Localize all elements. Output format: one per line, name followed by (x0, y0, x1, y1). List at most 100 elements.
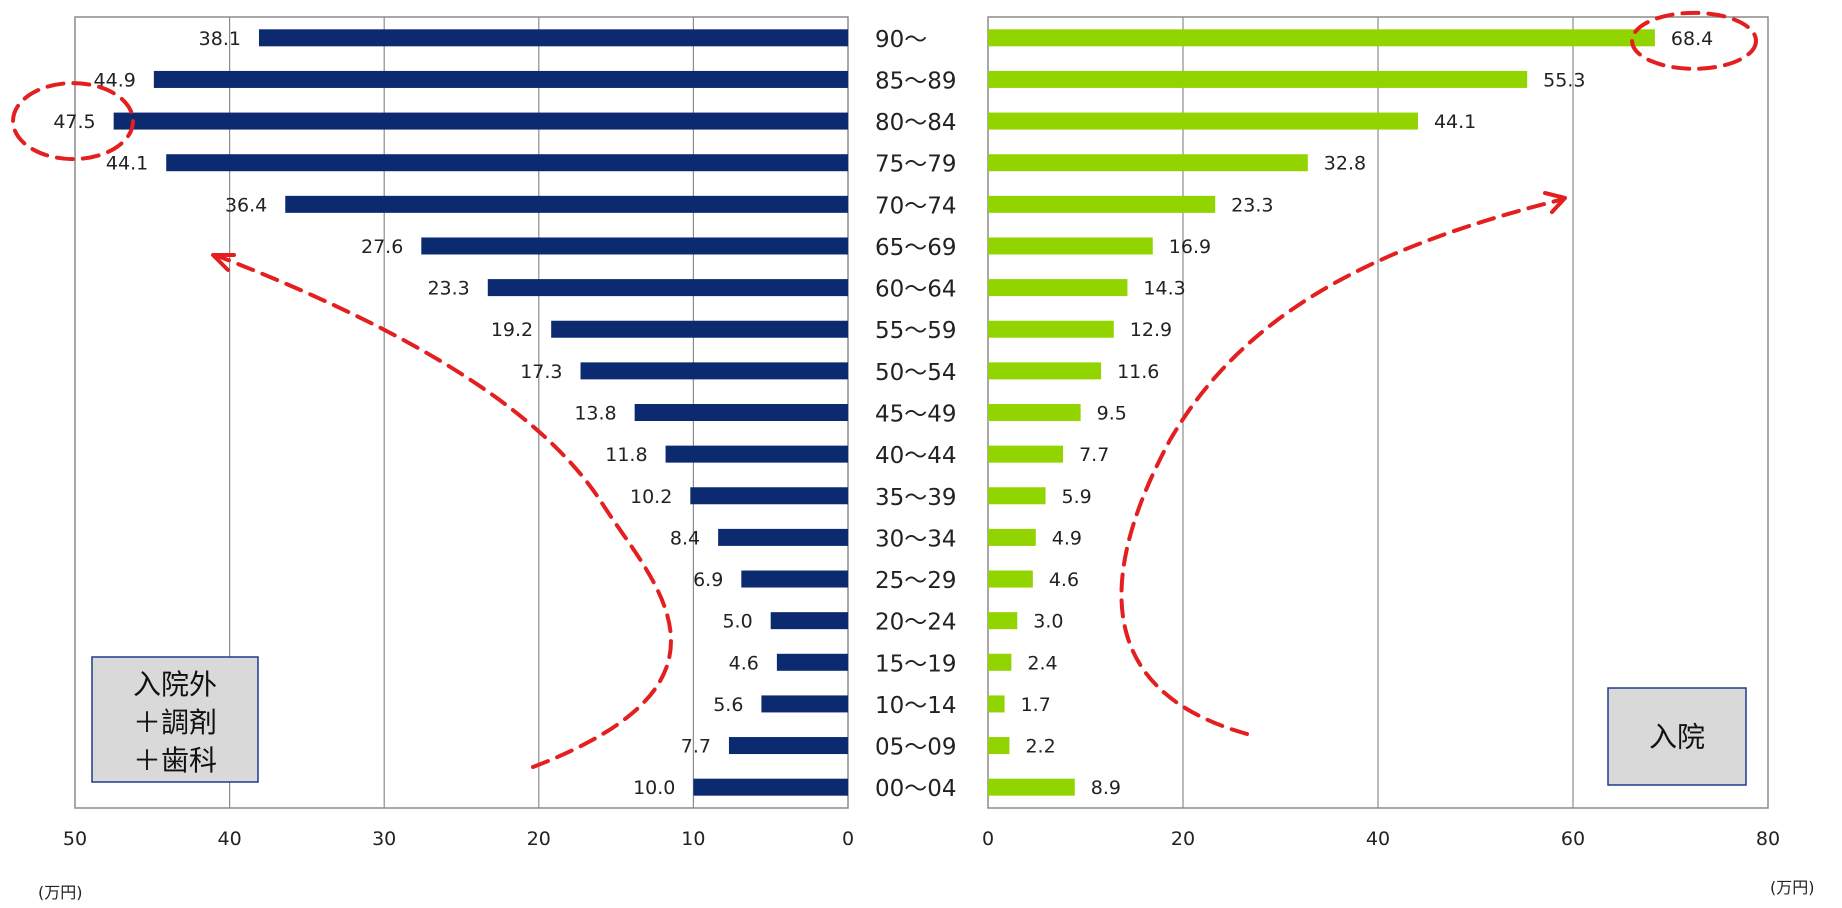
age-category-label: 45～49 (875, 402, 957, 428)
right-bar (988, 528, 1036, 546)
right-bar-value-label: 23.3 (1231, 194, 1273, 216)
right-bar-value-label: 4.9 (1052, 527, 1082, 549)
right-bar-value-label: 5.9 (1062, 486, 1092, 508)
left-bar (421, 237, 848, 255)
right-panel: 0 20 40 60 80 68.4 55.3 44.1 32.8 23.3 16.9 14.3 12.… (982, 16, 1815, 897)
right-bar (988, 778, 1075, 796)
left-trend-curve (213, 253, 673, 769)
right-bar-value-label: 11.6 (1117, 361, 1159, 383)
left-x-tick-label: 50 (63, 828, 87, 850)
left-series-box (91, 656, 259, 783)
right-series-box (1607, 687, 1747, 786)
left-bar-value-label: 13.8 (574, 403, 616, 425)
left-bar-value-label: 27.6 (361, 236, 403, 258)
right-x-tick-label: 20 (1171, 828, 1195, 850)
left-bar-value-label: 38.1 (199, 28, 241, 50)
left-bar-value-label: 7.7 (681, 736, 711, 758)
left-unit-label: (万円) (38, 883, 83, 902)
right-bar (988, 112, 1418, 130)
left-series-box-label: ＋調剤 (133, 706, 217, 739)
age-category-label: 75～79 (875, 152, 957, 178)
right-bar (988, 695, 1005, 713)
left-panel: 50 40 30 20 10 0 38.1 44.9 47.5 44.1 36.4 27.6 23.3 1… (38, 16, 854, 902)
left-bar (770, 612, 848, 630)
left-bar-value-label: 36.4 (225, 194, 267, 216)
left-series-box-label: ＋歯科 (133, 744, 217, 777)
right-trend-arrowhead (1543, 191, 1567, 214)
right-bar-value-label: 4.6 (1049, 569, 1079, 591)
age-category-label: 25～29 (875, 568, 957, 594)
right-bar (988, 487, 1046, 505)
left-bar-value-label: 10.2 (630, 486, 672, 508)
right-bar (988, 279, 1128, 297)
age-category-label: 60～64 (875, 277, 957, 303)
right-bar-value-label: 44.1 (1434, 111, 1476, 133)
right-peak-highlight-ellipse (1630, 10, 1758, 71)
left-bar (285, 195, 849, 213)
right-x-tick-label: 60 (1561, 828, 1585, 850)
left-bar (258, 29, 848, 47)
left-bar (761, 695, 848, 713)
left-x-tick-label: 10 (681, 828, 705, 850)
age-category-label: 15～19 (875, 651, 957, 677)
left-bar-value-label: 11.8 (605, 444, 647, 466)
left-bar (693, 778, 848, 796)
age-category-label: 55～59 (875, 318, 957, 344)
age-category-label: 80～84 (875, 110, 957, 136)
left-bar (580, 362, 848, 380)
right-x-tick-label: 80 (1756, 828, 1780, 850)
right-bar (988, 154, 1308, 172)
right-bar (988, 445, 1064, 463)
right-bar-value-label: 55.3 (1543, 69, 1585, 91)
left-bar-value-label: 23.3 (427, 278, 469, 300)
age-category-label: 50～54 (875, 360, 957, 386)
annotations (11, 10, 1758, 769)
right-bar-value-label: 32.8 (1324, 153, 1366, 175)
age-category-label: 30～34 (875, 526, 957, 552)
age-category-label: 90～ (875, 27, 927, 53)
right-bar-value-label: 7.7 (1079, 444, 1109, 466)
right-bar-value-label: 16.9 (1169, 236, 1211, 258)
age-category-label: 85～89 (875, 68, 957, 94)
right-bar (988, 737, 1010, 755)
age-category-label: 35～39 (875, 485, 957, 511)
age-category-labels: 90～ 85～89 80～84 75～79 70～74 65～69 60～64 55～59 50… (875, 27, 957, 802)
right-bar-value-label: 68.4 (1671, 28, 1713, 50)
right-bar (988, 570, 1033, 588)
right-bar-value-label: 2.4 (1027, 652, 1057, 674)
left-bar (153, 70, 848, 88)
right-bar (988, 320, 1114, 338)
right-bar-value-label: 9.5 (1097, 403, 1127, 425)
left-bar (728, 737, 848, 755)
left-bar-value-label: 8.4 (670, 527, 700, 549)
right-trend-curve (1119, 198, 1562, 736)
right-x-tick-label: 0 (982, 828, 994, 850)
right-bar-value-label: 2.2 (1025, 736, 1055, 758)
left-bar (634, 404, 848, 421)
right-series-box-label: 入院 (1649, 721, 1705, 754)
left-bar-value-label: 47.5 (53, 111, 95, 133)
age-category-label: 05～09 (875, 735, 957, 761)
age-category-label: 20～24 (875, 610, 957, 636)
right-bar (988, 237, 1153, 255)
left-x-tick-label: 30 (372, 828, 396, 850)
right-bar-value-label: 12.9 (1130, 319, 1172, 341)
right-bar (988, 29, 1655, 47)
right-bar (988, 195, 1216, 213)
left-bar-value-label: 44.9 (94, 69, 136, 91)
age-category-label: 70～74 (875, 193, 957, 219)
right-bar (988, 70, 1528, 88)
left-bar (776, 653, 848, 671)
left-bar (487, 279, 848, 297)
left-bar (690, 487, 848, 505)
age-category-label: 00～04 (875, 776, 957, 802)
left-trend-arrowhead (211, 253, 236, 272)
right-bar (988, 362, 1102, 380)
left-bar (551, 320, 848, 338)
right-bar-value-label: 8.9 (1091, 777, 1121, 799)
left-bar-value-label: 4.6 (729, 652, 759, 674)
age-category-label: 65～69 (875, 235, 957, 261)
left-bar-value-label: 44.1 (106, 153, 148, 175)
right-bar (988, 404, 1081, 421)
